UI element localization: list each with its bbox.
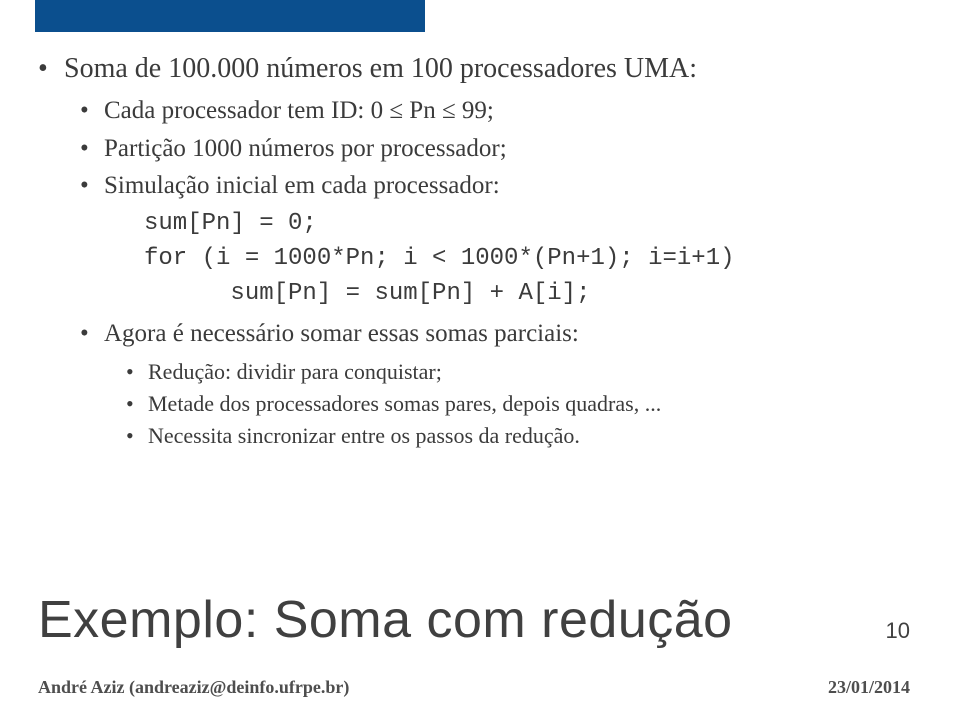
bullet-list-level2: Redução: dividir para conquistar; Metade… — [126, 357, 918, 450]
bullet-l0-text: Soma de 100.000 números em 100 processad… — [64, 53, 697, 84]
bullet-l1: Agora é necessário somar essas somas par… — [80, 317, 918, 450]
body-content: Soma de 100.000 números em 100 processad… — [38, 50, 918, 456]
footer-author: André Aziz (andreaziz@deinfo.ufrpe.br) — [38, 677, 349, 697]
bullet-l1: Simulação inicial em cada processador: — [80, 169, 918, 203]
bullet-l2: Necessita sincronizar entre os passos da… — [126, 421, 918, 451]
code-line: sum[Pn] = sum[Pn] + A[i]; — [144, 280, 590, 307]
bullet-l2: Redução: dividir para conquistar; — [126, 357, 918, 387]
slide-title: Exemplo: Soma com redução — [38, 591, 733, 649]
accent-bar — [35, 0, 425, 32]
bullet-l2-text: Redução: dividir para conquistar; — [148, 359, 442, 384]
bullet-l2: Metade dos processadores somas pares, de… — [126, 389, 918, 419]
code-block: sum[Pn] = 0; for (i = 1000*Pn; i < 1000*… — [144, 207, 918, 311]
bullet-l1-text: Partição 1000 números por processador; — [104, 135, 507, 162]
accent-bar-container — [0, 0, 960, 32]
bullet-list-level1: Agora é necessário somar essas somas par… — [80, 317, 918, 450]
bullet-list-level0: Soma de 100.000 números em 100 processad… — [38, 50, 918, 450]
code-line: sum[Pn] = 0; — [144, 210, 317, 237]
bullet-l1-text: Simulação inicial em cada processador: — [104, 172, 500, 199]
bullet-l1: Cada processador tem ID: 0 ≤ Pn ≤ 99; — [80, 94, 918, 128]
title-block: Exemplo: Soma com redução 10 — [38, 590, 918, 650]
slide: Soma de 100.000 números em 100 processad… — [0, 0, 960, 720]
bullet-l2-text: Necessita sincronizar entre os passos da… — [148, 423, 580, 448]
code-line: for (i = 1000*Pn; i < 1000*(Pn+1); i=i+1… — [144, 245, 735, 272]
slide-number: 10 — [886, 618, 910, 644]
bullet-l1-text: Agora é necessário somar essas somas par… — [104, 320, 579, 347]
footer: André Aziz (andreaziz@deinfo.ufrpe.br) 2… — [38, 677, 918, 698]
bullet-l1: Partição 1000 números por processador; — [80, 132, 918, 166]
bullet-l2-text: Metade dos processadores somas pares, de… — [148, 391, 661, 416]
footer-date: 23/01/2014 — [828, 677, 910, 698]
bullet-l0: Soma de 100.000 números em 100 processad… — [38, 50, 918, 450]
bullet-list-level1: Cada processador tem ID: 0 ≤ Pn ≤ 99; Pa… — [80, 94, 918, 203]
bullet-l1-text: Cada processador tem ID: 0 ≤ Pn ≤ 99; — [104, 97, 494, 124]
